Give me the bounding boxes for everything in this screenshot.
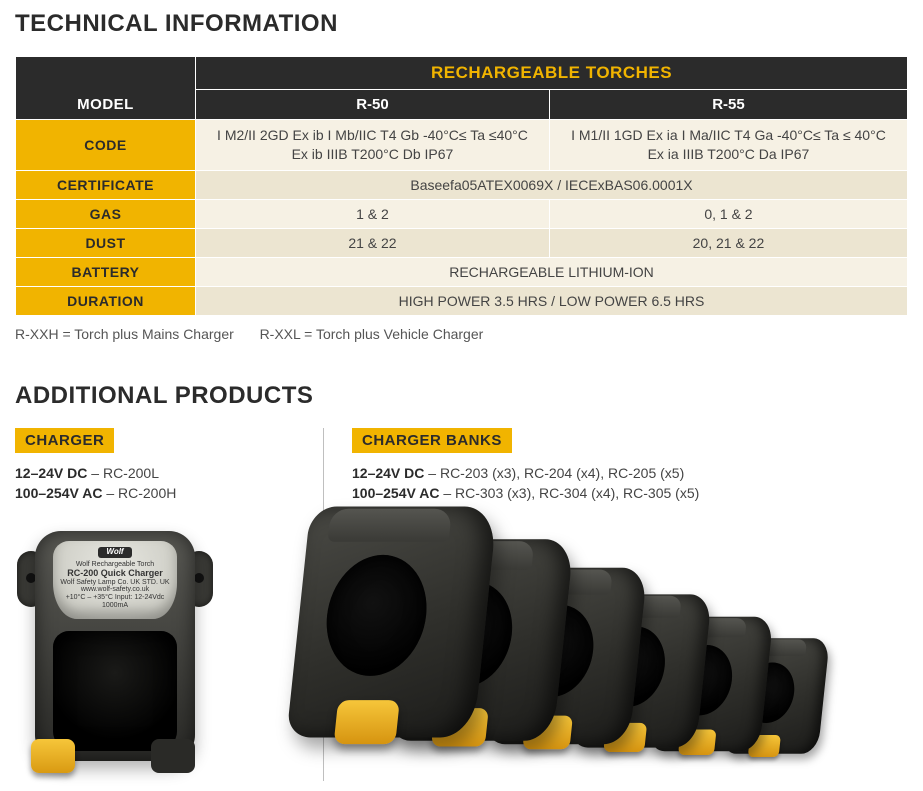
banks-line-2-bold: 100–254V AC — [352, 485, 439, 501]
banks-line-1-bold: 12–24V DC — [352, 465, 424, 481]
charger-tag: CHARGER — [15, 428, 114, 453]
section-title-additional: ADDITIONAL PRODUCTS — [15, 382, 908, 410]
charger-label-model: RC-200 Quick Charger — [67, 568, 163, 578]
charger-label-sub2: www.wolf-safety.co.uk — [81, 586, 149, 593]
code-r55-l1: I M1/II 1GD Ex ia I Ma/IIC T4 Ga -40°C≤ … — [560, 126, 897, 145]
charger-line-1: 12–24V DC – RC-200L — [15, 463, 295, 483]
row-label-gas: GAS — [16, 199, 196, 228]
row-label-certificate: CERTIFICATE — [16, 170, 196, 199]
model-header: MODEL — [16, 57, 196, 120]
category-header: RECHARGEABLE TORCHES — [196, 57, 908, 90]
code-r50: I M2/II 2GD Ex ib I Mb/IIC T4 Gb -40°C≤ … — [196, 120, 550, 171]
charger-line-2: 100–254V AC – RC-200H — [15, 483, 295, 503]
code-r55-l2: Ex ia IIIB T200°C Da IP67 — [560, 145, 897, 164]
banks-line-1-rest: – RC-203 (x3), RC-204 (x4), RC-205 (x5) — [424, 465, 684, 481]
row-label-duration: DURATION — [16, 286, 196, 315]
spec-table: MODEL RECHARGEABLE TORCHES R-50 R-55 COD… — [15, 56, 908, 316]
dust-r55: 20, 21 & 22 — [549, 228, 907, 257]
code-r50-l2: Ex ib IIIB T200°C Db IP67 — [206, 145, 539, 164]
additional-products: CHARGER 12–24V DC – RC-200L 100–254V AC … — [15, 428, 908, 782]
dust-r50: 21 & 22 — [196, 228, 550, 257]
charger-bank-image — [352, 521, 892, 781]
model-col-r55: R-55 — [549, 90, 907, 120]
banks-line-1: 12–24V DC – RC-203 (x3), RC-204 (x4), RC… — [352, 463, 908, 483]
bank-unit — [299, 507, 486, 738]
charger-banks-column: CHARGER BANKS 12–24V DC – RC-203 (x3), R… — [323, 428, 908, 782]
banks-line-2-rest: – RC-303 (x3), RC-304 (x4), RC-305 (x5) — [439, 485, 699, 501]
banks-tag: CHARGER BANKS — [352, 428, 512, 453]
code-r50-l1: I M2/II 2GD Ex ib I Mb/IIC T4 Gb -40°C≤ … — [206, 126, 539, 145]
table-footnote: R-XXH = Torch plus Mains Charger R-XXL =… — [15, 326, 908, 342]
charger-line-2-bold: 100–254V AC — [15, 485, 102, 501]
charger-brand: Wolf — [98, 547, 131, 558]
row-label-code: CODE — [16, 120, 196, 171]
gas-r50: 1 & 2 — [196, 199, 550, 228]
footnote-a: R-XXH = Torch plus Mains Charger — [15, 326, 234, 342]
charger-label-sub1: Wolf Safety Lamp Co. UK STD. UK — [60, 579, 169, 586]
charger-label-sub3: +10°C – +35°C Input: 12-24Vdc 1000mA — [66, 594, 165, 609]
charger-line-1-bold: 12–24V DC — [15, 465, 87, 481]
banks-line-2: 100–254V AC – RC-303 (x3), RC-304 (x4), … — [352, 483, 908, 503]
charger-line-1-rest: – RC-200L — [87, 465, 159, 481]
row-label-dust: DUST — [16, 228, 196, 257]
charger-image: Wolf Wolf Rechargeable Torch RC-200 Quic… — [15, 521, 215, 771]
footnote-b: R-XXL = Torch plus Vehicle Charger — [260, 326, 484, 342]
model-col-r50: R-50 — [196, 90, 550, 120]
certificate-value: Baseefa05ATEX0069X / IECExBAS06.0001X — [196, 170, 908, 199]
charger-labelplate: Wolf Wolf Rechargeable Torch RC-200 Quic… — [53, 541, 177, 619]
charger-column: CHARGER 12–24V DC – RC-200L 100–254V AC … — [15, 428, 295, 782]
charger-line-2-rest: – RC-200H — [102, 485, 176, 501]
row-label-battery: BATTERY — [16, 257, 196, 286]
gas-r55: 0, 1 & 2 — [549, 199, 907, 228]
section-title-technical: TECHNICAL INFORMATION — [15, 10, 908, 38]
battery-value: RECHARGEABLE LITHIUM-ION — [196, 257, 908, 286]
duration-value: HIGH POWER 3.5 HRS / LOW POWER 6.5 HRS — [196, 286, 908, 315]
code-r55: I M1/II 1GD Ex ia I Ma/IIC T4 Ga -40°C≤ … — [549, 120, 907, 171]
